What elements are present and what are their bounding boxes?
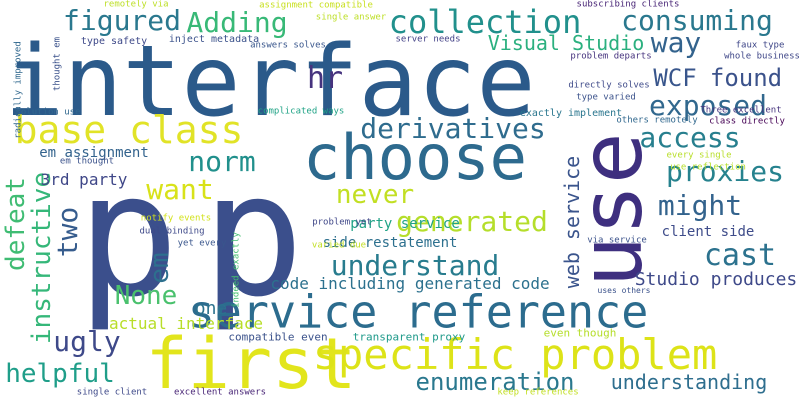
- word: dual binding: [139, 226, 205, 237]
- word: transparent proxy: [352, 330, 466, 344]
- word: actual interface: [108, 314, 264, 333]
- word: every single: [666, 150, 732, 161]
- word: remotely via: [103, 0, 169, 10]
- word: excellent answers: [173, 387, 267, 398]
- word: instructive: [27, 171, 57, 345]
- word: derivatives: [360, 112, 546, 145]
- word: single client: [76, 387, 148, 398]
- word: None: [114, 281, 178, 311]
- word: might: [657, 189, 743, 222]
- word: hr: [306, 61, 344, 96]
- word: exactly implement: [519, 108, 623, 119]
- word: notify events: [140, 213, 212, 224]
- word: even though: [543, 326, 617, 340]
- word: thought em: [52, 36, 63, 92]
- word: whole business: [724, 51, 800, 62]
- word: 3rd party: [40, 170, 128, 189]
- word: faux type: [735, 40, 785, 51]
- word: proxies: [665, 155, 785, 188]
- word: server needs: [395, 34, 461, 45]
- word: complicated ways: [257, 106, 345, 117]
- word: problem yet: [312, 217, 372, 228]
- word: Studio produces: [634, 269, 798, 290]
- word: consuming: [621, 4, 773, 37]
- word: access: [639, 121, 741, 154]
- word: norm: [188, 145, 256, 178]
- word: problem departs: [570, 51, 652, 62]
- word: Visual Studio: [487, 31, 645, 55]
- word: two: [51, 206, 84, 258]
- word: radically improved: [13, 41, 24, 139]
- word: p: [201, 137, 305, 335]
- word: interface: [4, 25, 536, 139]
- word: collection: [388, 3, 582, 41]
- word: type varied: [576, 92, 636, 103]
- word: yet every: [177, 238, 227, 249]
- word: others remotely: [616, 115, 698, 126]
- word: side restatement: [322, 235, 458, 251]
- word: generated: [396, 205, 548, 238]
- word: choose: [303, 121, 527, 194]
- word: understanding: [610, 370, 768, 394]
- word: via service: [587, 235, 647, 246]
- word: ugly: [53, 325, 121, 358]
- word: first: [145, 323, 357, 400]
- word: em thought: [59, 156, 115, 167]
- word: solution use: [15, 107, 81, 118]
- word: figured: [62, 4, 182, 37]
- word: class directly: [709, 116, 785, 127]
- word: service reference: [187, 285, 649, 339]
- word: Adding: [186, 6, 288, 39]
- word: indeed exactly: [231, 232, 242, 308]
- word: compatible even: [228, 330, 328, 344]
- word: single answer: [315, 12, 387, 23]
- word: directly solves: [568, 80, 650, 91]
- word: way: [650, 26, 702, 59]
- word: use reflection: [670, 162, 746, 173]
- word: uses others: [597, 286, 651, 295]
- word: understand: [330, 249, 500, 282]
- word: Three excellent: [700, 105, 782, 116]
- word: one: [194, 298, 228, 319]
- word: varied due: [311, 240, 367, 251]
- word: never: [335, 180, 415, 210]
- word: defeat: [1, 177, 31, 271]
- word: subscribing clients: [576, 0, 680, 10]
- word: cast: [703, 238, 777, 273]
- word: WCF: [653, 64, 697, 92]
- word: p: [76, 137, 180, 335]
- word: party service: [350, 216, 460, 232]
- word: code including generated code: [270, 274, 550, 293]
- word: helpful: [5, 359, 115, 389]
- word: inject metadata: [168, 34, 260, 45]
- word: enumeration: [415, 368, 575, 396]
- word: keep references: [497, 387, 579, 398]
- word: exposed: [648, 89, 768, 122]
- word: assignment compatible: [259, 0, 373, 11]
- word: answers solves: [250, 40, 326, 51]
- word: specific problem: [312, 330, 718, 379]
- word: em assignment: [39, 145, 149, 161]
- word: em: [145, 252, 175, 284]
- word: base class: [14, 108, 244, 152]
- word: type safety: [80, 36, 148, 47]
- word: want: [146, 173, 214, 206]
- word: client side: [661, 224, 755, 240]
- word: found: [709, 64, 783, 92]
- word: web service: [560, 155, 584, 289]
